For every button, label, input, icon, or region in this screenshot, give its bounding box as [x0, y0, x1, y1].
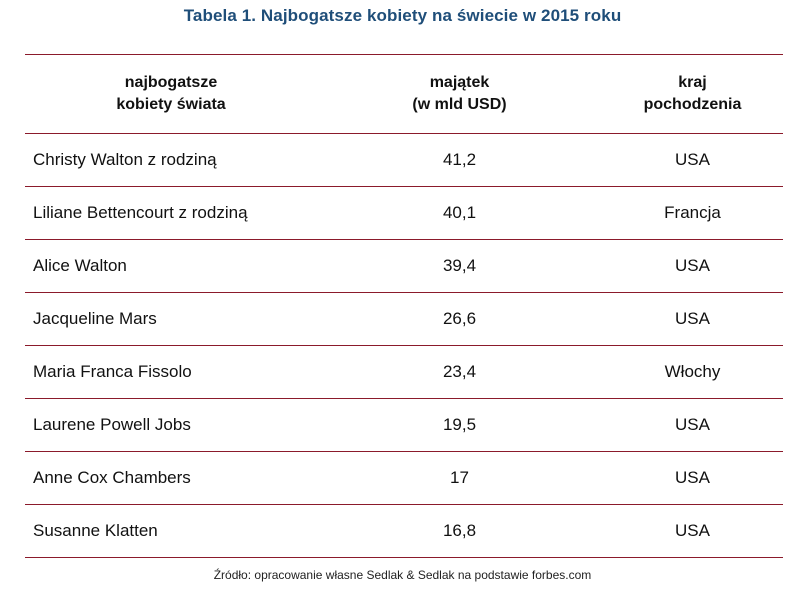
cell-country: USA: [602, 398, 783, 452]
header-wealth: majątek (w mld USD): [317, 54, 602, 134]
cell-country: USA: [602, 239, 783, 293]
cell-country: USA: [602, 133, 783, 187]
cell-country: Włochy: [602, 345, 783, 399]
table-row: Jacqueline Mars 26,6 USA: [25, 292, 783, 346]
header-name-line-1: najbogatsze: [124, 74, 218, 91]
table-row: Alice Walton 39,4 USA: [25, 239, 783, 293]
cell-wealth: 41,2: [317, 133, 602, 187]
header-wealth-line-2: (w mld USD): [412, 96, 507, 113]
source-note: Źródło: opracowanie własne Sedlak & Sedl…: [213, 568, 592, 582]
table-row: Laurene Powell Jobs 19,5 USA: [25, 398, 783, 452]
cell-wealth: 26,6: [317, 292, 602, 346]
cell-name: Susanne Klatten: [25, 504, 317, 558]
header-wealth-line-1: majątek: [429, 74, 490, 91]
cell-country: Francja: [602, 186, 783, 240]
cell-wealth: 19,5: [317, 398, 602, 452]
cell-country: USA: [602, 504, 783, 558]
cell-name: Maria Franca Fissolo: [25, 345, 317, 399]
table-header: najbogatsze kobiety świata majątek (w ml…: [25, 54, 783, 134]
table-row: Anne Cox Chambers 17 USA: [25, 451, 783, 505]
cell-name: Jacqueline Mars: [25, 292, 317, 346]
cell-wealth: 16,8: [317, 504, 602, 558]
table-title: Tabela 1. Najbogatsze kobiety na świecie…: [183, 6, 622, 25]
cell-wealth: 17: [317, 451, 602, 505]
header-country-line-2: pochodzenia: [643, 96, 742, 113]
cell-name: Laurene Powell Jobs: [25, 398, 317, 452]
table-body: Christy Walton z rodziną 41,2 USA Lilian…: [25, 133, 783, 558]
wealth-table: najbogatsze kobiety świata majątek (w ml…: [25, 54, 783, 558]
table-row: Maria Franca Fissolo 23,4 Włochy: [25, 345, 783, 399]
cell-country: USA: [602, 451, 783, 505]
header-row: najbogatsze kobiety świata majątek (w ml…: [25, 54, 783, 134]
table-row: Christy Walton z rodziną 41,2 USA: [25, 133, 783, 187]
cell-name: Anne Cox Chambers: [25, 451, 317, 505]
header-name-line-2: kobiety świata: [116, 96, 226, 113]
cell-wealth: 40,1: [317, 186, 602, 240]
header-country-line-1: kraj: [678, 74, 707, 91]
cell-name: Alice Walton: [25, 239, 317, 293]
table-row: Susanne Klatten 16,8 USA: [25, 504, 783, 558]
cell-wealth: 39,4: [317, 239, 602, 293]
table-row: Liliane Bettencourt z rodziną 40,1 Franc…: [25, 186, 783, 240]
header-name: najbogatsze kobiety świata: [25, 54, 317, 134]
header-country: kraj pochodzenia: [602, 54, 783, 134]
cell-name: Liliane Bettencourt z rodziną: [25, 186, 317, 240]
cell-country: USA: [602, 292, 783, 346]
cell-wealth: 23,4: [317, 345, 602, 399]
cell-name: Christy Walton z rodziną: [25, 133, 317, 187]
